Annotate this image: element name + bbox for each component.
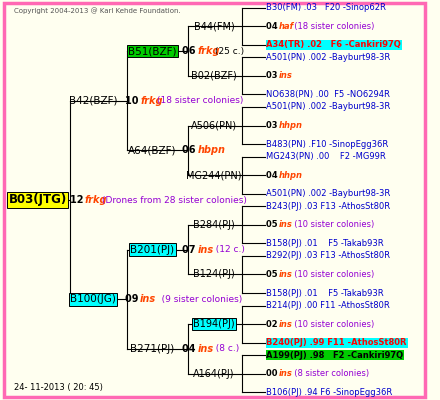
Text: B03(JTG): B03(JTG) (8, 194, 67, 206)
Text: Copyright 2004-2013 @ Karl Kehde Foundation.: Copyright 2004-2013 @ Karl Kehde Foundat… (14, 8, 181, 14)
Text: 04: 04 (182, 344, 199, 354)
Text: ins: ins (279, 71, 293, 80)
Text: B240(PJ) .99 F11 -AthosSt80R: B240(PJ) .99 F11 -AthosSt80R (266, 338, 407, 347)
Text: (18 sister colonies): (18 sister colonies) (289, 22, 374, 31)
Text: ins: ins (279, 369, 293, 378)
Text: B243(PJ) .03 F13 -AthosSt80R: B243(PJ) .03 F13 -AthosSt80R (266, 202, 391, 211)
Text: 00: 00 (266, 369, 281, 378)
Text: A501(PN) .002 -Bayburt98-3R: A501(PN) .002 -Bayburt98-3R (266, 102, 391, 112)
Text: B292(PJ) .03 F13 -AthosSt80R: B292(PJ) .03 F13 -AthosSt80R (266, 251, 390, 260)
Text: 03: 03 (266, 71, 281, 80)
Text: ins: ins (140, 294, 156, 304)
Text: B158(PJ) .01    F5 -Takab93R: B158(PJ) .01 F5 -Takab93R (266, 288, 384, 298)
Text: 05: 05 (266, 220, 281, 229)
Text: (12 c.): (12 c.) (210, 245, 245, 254)
Text: hhpn: hhpn (279, 171, 303, 180)
Text: 06: 06 (182, 46, 199, 56)
Text: A64(BZF): A64(BZF) (128, 145, 177, 155)
Text: 09: 09 (125, 294, 142, 304)
Text: 10: 10 (125, 96, 142, 106)
Text: ins: ins (198, 245, 214, 255)
Text: B44(FM): B44(FM) (194, 21, 235, 31)
Text: (Drones from 28 sister colonies): (Drones from 28 sister colonies) (102, 196, 247, 204)
Text: MG243(PN) .00    F2 -MG99R: MG243(PN) .00 F2 -MG99R (266, 152, 386, 161)
Text: A501(PN) .002 -Bayburt98-3R: A501(PN) .002 -Bayburt98-3R (266, 189, 391, 198)
Text: hbpn: hbpn (198, 145, 226, 155)
Text: (10 sister colonies): (10 sister colonies) (289, 320, 374, 329)
Text: MG244(PN): MG244(PN) (187, 170, 242, 180)
Text: 12: 12 (70, 195, 86, 205)
Text: 04: 04 (266, 171, 281, 180)
Text: ins: ins (279, 270, 293, 279)
Text: (9 sister colonies): (9 sister colonies) (153, 295, 242, 304)
Text: haf: haf (279, 22, 294, 31)
Text: B106(PJ) .94 F6 -SinopEgg36R: B106(PJ) .94 F6 -SinopEgg36R (266, 388, 392, 397)
Text: 06: 06 (182, 145, 199, 155)
Text: (10 sister colonies): (10 sister colonies) (289, 270, 374, 279)
Text: B124(PJ): B124(PJ) (193, 270, 235, 280)
Text: A199(PJ) .98   F2 -Cankiri97Q: A199(PJ) .98 F2 -Cankiri97Q (266, 351, 403, 360)
Text: A501(PN) .002 -Bayburt98-3R: A501(PN) .002 -Bayburt98-3R (266, 53, 391, 62)
Text: (8 sister colonies): (8 sister colonies) (289, 369, 369, 378)
Text: B271(PJ): B271(PJ) (130, 344, 175, 354)
Text: A506(PN): A506(PN) (191, 120, 237, 130)
Text: B158(PJ) .01    F5 -Takab93R: B158(PJ) .01 F5 -Takab93R (266, 239, 384, 248)
Text: 05: 05 (266, 270, 281, 279)
Text: B214(PJ) .00 F11 -AthosSt80R: B214(PJ) .00 F11 -AthosSt80R (266, 301, 390, 310)
Text: B02(BZF): B02(BZF) (191, 71, 237, 81)
Text: B194(PJ): B194(PJ) (193, 319, 235, 329)
Text: 24- 11-2013 ( 20: 45): 24- 11-2013 ( 20: 45) (14, 383, 103, 392)
Text: 03: 03 (266, 121, 281, 130)
Text: 02: 02 (266, 320, 281, 329)
Text: B201(PJ): B201(PJ) (130, 245, 175, 255)
Text: (10 sister colonies): (10 sister colonies) (289, 220, 374, 229)
Text: (25 c.): (25 c.) (215, 46, 244, 56)
Text: B483(PN) .F10 -SinopEgg36R: B483(PN) .F10 -SinopEgg36R (266, 140, 389, 149)
Text: B100(JG): B100(JG) (70, 294, 116, 304)
Text: ins: ins (279, 320, 293, 329)
Text: NO638(PN) .00  F5 -NO6294R: NO638(PN) .00 F5 -NO6294R (266, 90, 390, 99)
Text: frkg: frkg (198, 46, 220, 56)
Text: (8 c.): (8 c.) (210, 344, 239, 354)
Text: 07: 07 (182, 245, 199, 255)
Text: A164(PJ): A164(PJ) (193, 369, 235, 379)
Text: hhpn: hhpn (279, 121, 303, 130)
Text: B30(FM) .03   F20 -Sinop62R: B30(FM) .03 F20 -Sinop62R (266, 3, 386, 12)
Text: B284(PJ): B284(PJ) (193, 220, 235, 230)
Text: A34(TR) .02   F6 -Cankiri97Q: A34(TR) .02 F6 -Cankiri97Q (266, 40, 401, 49)
Text: B51(BZF): B51(BZF) (128, 46, 177, 56)
Text: ins: ins (279, 220, 293, 229)
Text: frkg: frkg (85, 195, 107, 205)
Text: frkg: frkg (140, 96, 163, 106)
Text: B42(BZF): B42(BZF) (69, 96, 117, 106)
Text: ins: ins (198, 344, 214, 354)
Text: 04: 04 (266, 22, 281, 31)
Text: (18 sister colonies): (18 sister colonies) (157, 96, 243, 105)
